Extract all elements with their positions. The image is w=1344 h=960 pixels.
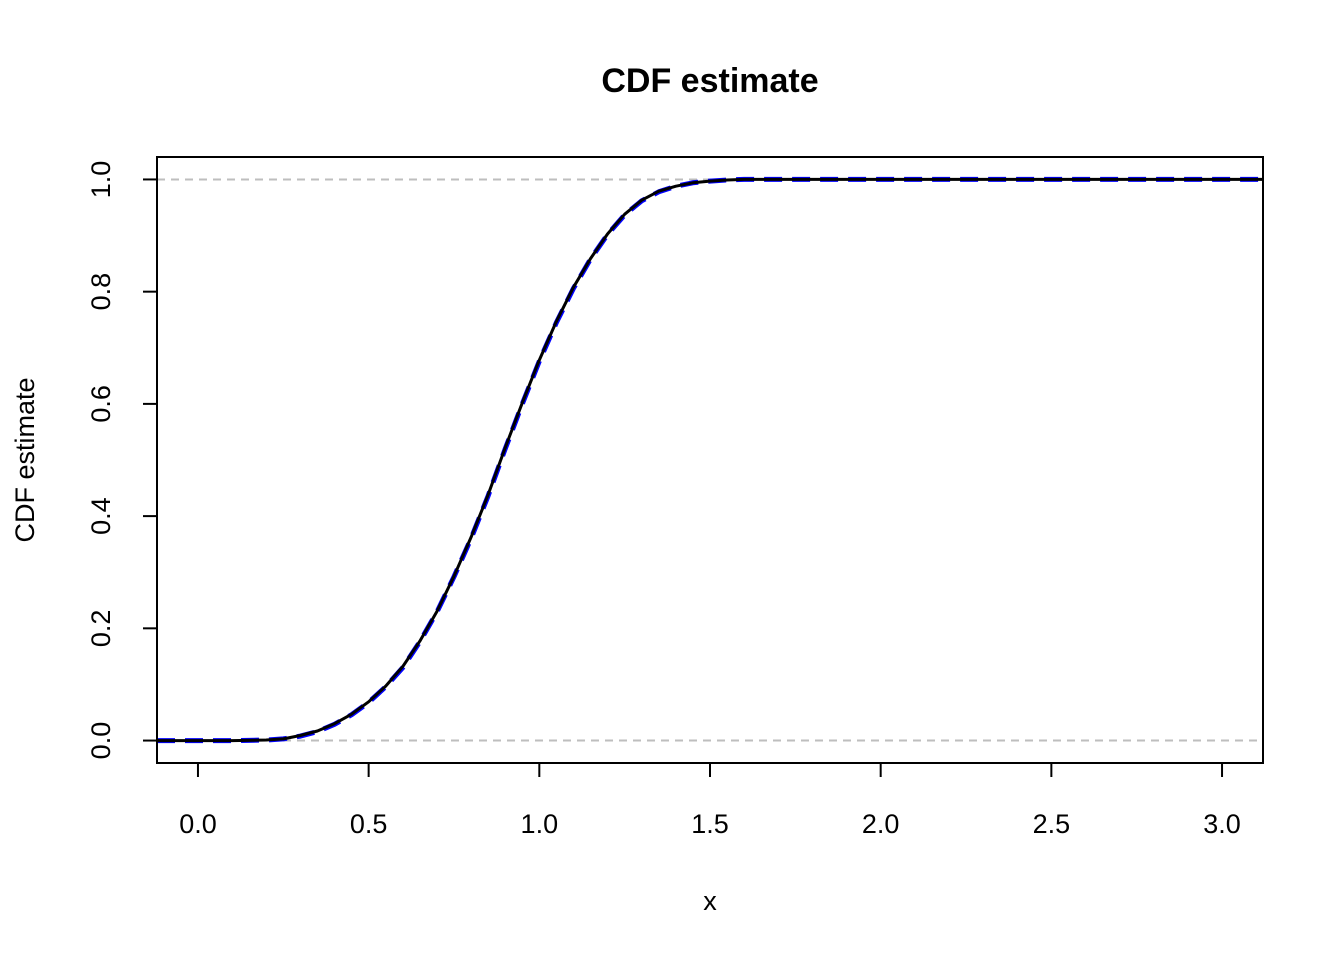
x-tick-label: 0.5 (350, 809, 388, 839)
x-tick-label: 0.0 (179, 809, 217, 839)
y-tick-label: 0.4 (86, 497, 116, 535)
y-tick-label: 1.0 (86, 161, 116, 199)
y-tick-label: 0.6 (86, 385, 116, 423)
x-axis-label: x (703, 886, 717, 916)
x-tick-label: 1.0 (521, 809, 559, 839)
series-line-1 (157, 177, 1263, 743)
plot-frame (156, 156, 1264, 764)
series-group (157, 176, 1263, 744)
series-line-0 (157, 176, 1263, 744)
y-axis: 0.0 0.2 0.4 0.6 0.8 1.0 (86, 161, 158, 760)
reference-lines (157, 178, 1263, 742)
x-tick-label: 2.0 (862, 809, 900, 839)
y-tick-label: 0.2 (86, 610, 116, 648)
x-axis: 0.0 0.5 1.0 1.5 2.0 2.5 3.0 (179, 762, 1241, 839)
y-axis-label: CDF estimate (10, 377, 40, 542)
x-tick-label: 1.5 (691, 809, 729, 839)
x-tick-label: 2.5 (1033, 809, 1071, 839)
x-tick-label: 3.0 (1203, 809, 1241, 839)
chart-title: CDF estimate (601, 62, 818, 100)
y-tick-label: 0.8 (86, 273, 116, 311)
y-tick-label: 0.0 (86, 722, 116, 760)
